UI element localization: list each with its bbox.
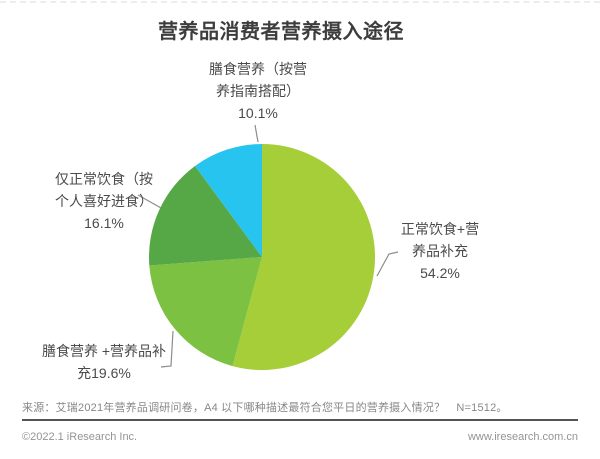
callout-label-line: 充19.6% — [77, 365, 131, 381]
callout-dietary-plus-supplement: 膳食营养 +营养品补 充19.6% — [18, 340, 190, 384]
callout-label-line: 仅正常饮食（按 — [55, 171, 153, 187]
callout-label-line: 膳食营养 +营养品补 — [41, 343, 167, 359]
website-url-text: www.iresearch.com.cn — [467, 431, 578, 443]
callout-dietary-guideline: 膳食营养（按营 养指南搭配） 10.1% — [178, 58, 338, 124]
callout-label-line: 个人喜好进食） — [55, 193, 153, 209]
callout-value: 10.1% — [238, 105, 278, 121]
callout-normal-diet-plus-supplement: 正常饮食+营 养品补充 54.2% — [360, 218, 520, 284]
leader-line-left — [137, 194, 162, 209]
top-dashed-divider — [0, 1, 600, 3]
copyright-text: ©2022.1 iResearch Inc. — [22, 431, 138, 443]
callout-label-line: 养品补充 — [412, 243, 468, 259]
pie-slice-1 — [149, 257, 262, 367]
chart-title: 营养品消费者营养摄入途径 — [158, 21, 404, 43]
pie-slices — [149, 144, 375, 371]
footer-divider-rule — [22, 419, 578, 421]
source-note: 来源：艾瑞2021年营养品调研问卷，A4 以下哪种描述最符合您平日的营养摄入情况… — [22, 402, 508, 414]
pie-slice-2 — [149, 166, 262, 266]
pie-slice-0 — [232, 144, 375, 371]
callout-label-line: 正常饮食+营 — [400, 221, 480, 237]
callout-value: 16.1% — [84, 215, 124, 231]
callout-label-line: 膳食营养（按营 — [209, 61, 307, 77]
leader-line-right — [376, 251, 399, 277]
callout-value: 54.2% — [420, 265, 460, 281]
pie-slice-3 — [195, 144, 262, 257]
callout-label-line: 养指南搭配） — [216, 83, 300, 99]
callout-normal-diet-only: 仅正常饮食（按 个人喜好进食） 16.1% — [23, 168, 185, 234]
leader-line-top — [254, 124, 259, 143]
leader-line-bottom-left — [160, 330, 174, 368]
